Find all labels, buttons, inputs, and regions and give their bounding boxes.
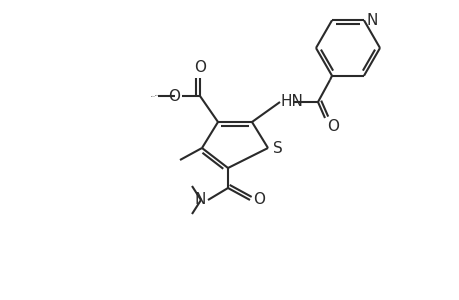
Text: HN: HN bbox=[280, 94, 303, 109]
Text: methyl: methyl bbox=[151, 95, 156, 97]
Text: O: O bbox=[168, 88, 179, 104]
Text: O: O bbox=[194, 60, 206, 75]
Text: methyl: methyl bbox=[155, 95, 160, 96]
Text: N: N bbox=[194, 193, 206, 208]
Text: S: S bbox=[272, 140, 282, 155]
Text: O: O bbox=[326, 119, 338, 134]
Text: N: N bbox=[366, 13, 378, 28]
Text: O: O bbox=[252, 193, 264, 208]
